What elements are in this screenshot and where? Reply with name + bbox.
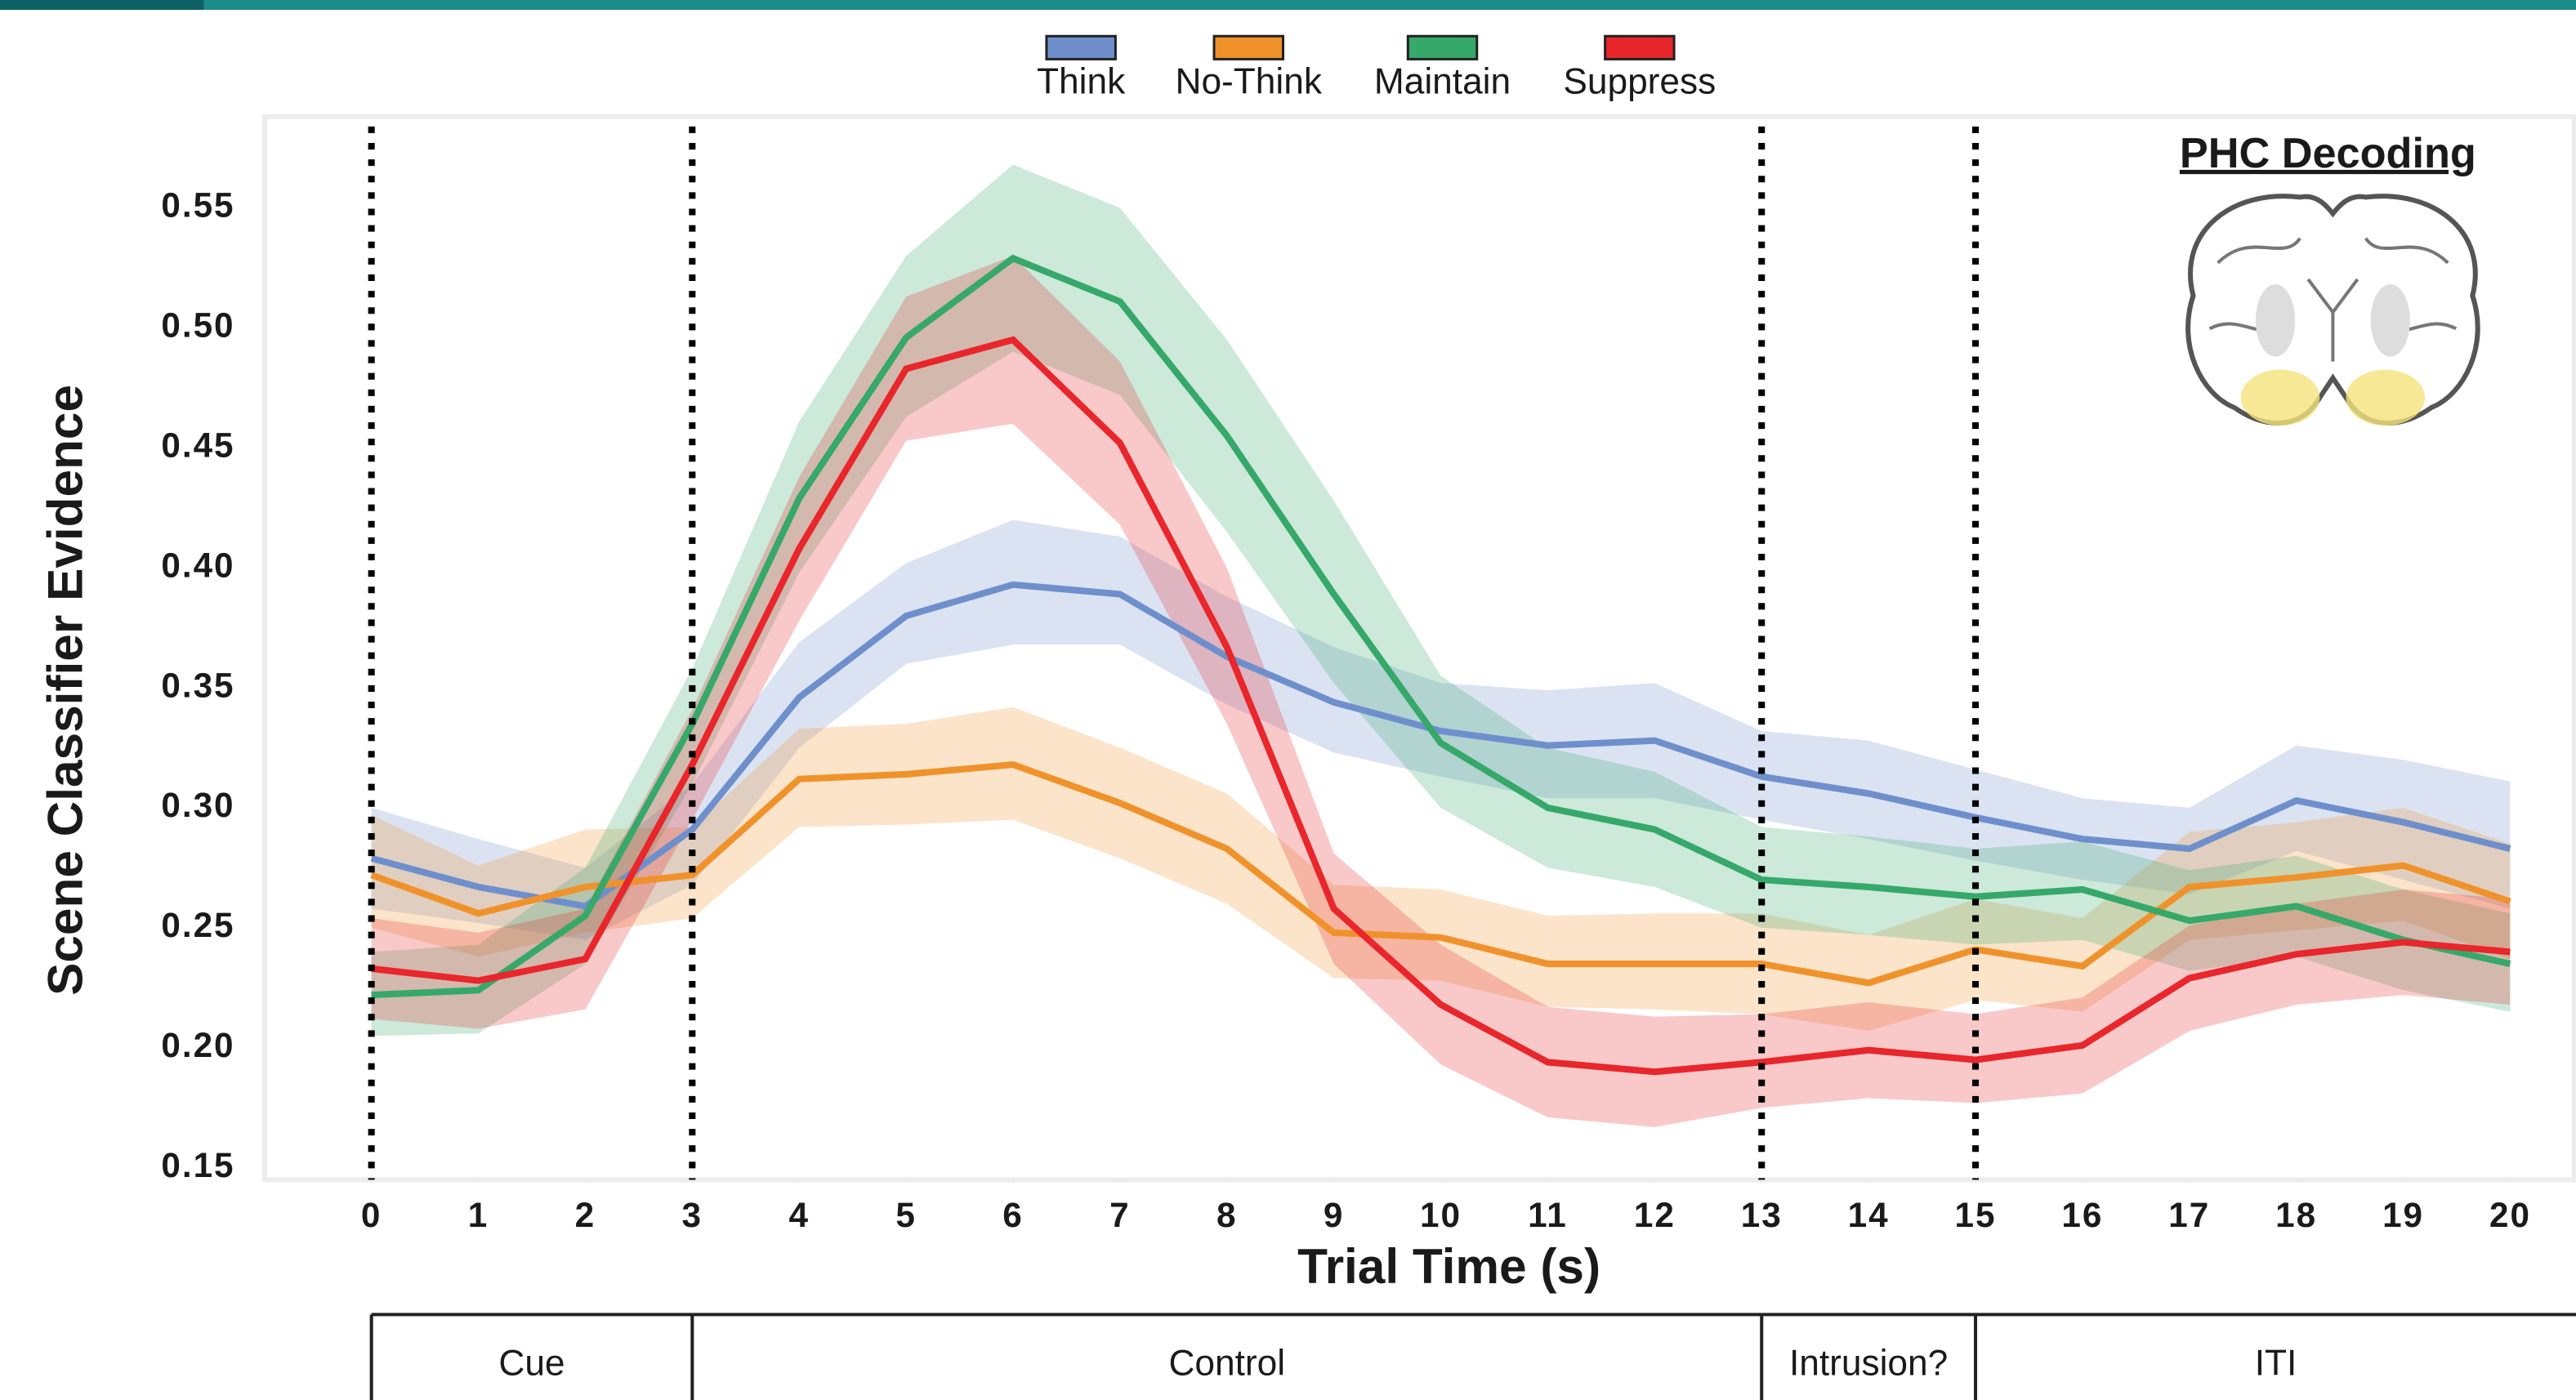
lines [370,254,2511,1076]
legend-swatch [1212,34,1284,60]
confidence-band [371,164,2511,1037]
series-line [371,336,2511,1076]
y-tick-label: 0.35 [161,666,234,704]
y-tick-label: 0.15 [161,1146,234,1184]
y-tick-label: 0.40 [161,546,234,584]
x-tick-label: 4 [788,1196,809,1234]
brain-folds [2208,237,2458,362]
top-bar [0,0,2576,11]
top-bar-accent [0,0,204,11]
y-tick-label: 0.30 [161,786,234,824]
legend-swatch [1604,34,1676,60]
plot-layers [368,126,2511,1180]
x-tick-label: 1 [468,1196,489,1234]
confidence-band [371,256,2511,1127]
x-tick-label: 16 [2061,1196,2103,1234]
x-axis-title: Trial Time (s) [1297,1238,1601,1294]
x-tick-label: 15 [1955,1196,1997,1234]
x-tick-label: 11 [1528,1196,1568,1234]
phc-highlight [2240,369,2320,426]
x-tick-label: 6 [1002,1196,1023,1234]
x-tick-label: 14 [1848,1196,1890,1234]
x-tick-label: 7 [1109,1196,1130,1234]
legend-label: Suppress [1563,61,1716,101]
x-tick-label: 0 [361,1196,382,1234]
legend-label: No-Think [1176,61,1323,101]
x-tick-label: 5 [895,1196,916,1234]
x-tick-label: 8 [1217,1196,1237,1234]
x-tick-label: 2 [575,1196,596,1234]
x-tick-label: 12 [1634,1196,1676,1234]
y-tick-label: 0.50 [161,306,234,345]
legend-swatch [1406,34,1479,60]
x-tick-label: 13 [1741,1196,1783,1234]
x-tick-label: 3 [682,1196,703,1234]
brain-icon [2185,194,2480,426]
series-line [370,581,2511,910]
x-tick-label: 18 [2275,1196,2317,1234]
legend-label: Maintain [1374,61,1511,101]
brain-ventricle [2255,284,2296,357]
brain-ventricle [2370,284,2410,357]
y-tick-label: 0.25 [161,906,234,944]
phase-label: ITI [2255,1343,2297,1383]
x-tick-label: 9 [1324,1196,1344,1234]
x-tick-label: 17 [2168,1196,2210,1234]
y-tick-label: 0.55 [161,186,234,225]
y-tick-label: 0.20 [161,1026,234,1064]
phc-highlight [2346,369,2426,426]
phase-label: Control [1168,1343,1285,1383]
y-tick-label: 0.45 [161,426,234,464]
x-tick-label: 20 [2489,1196,2531,1234]
series-line [371,254,2511,999]
x-tick-label: 19 [2382,1196,2424,1234]
annotation: PHC Decoding [2180,130,2476,177]
legend-swatch [1045,34,1117,60]
y-axis-title: Scene Classifier Evidence [37,385,92,996]
plot-frame [261,114,2576,1183]
legend-label: Think [1037,61,1126,101]
phase-label: Intrusion? [1789,1343,1948,1383]
phase-lines [368,126,1980,1180]
x-tick-label: 10 [1420,1196,1462,1234]
phase-label: Cue [498,1343,565,1383]
